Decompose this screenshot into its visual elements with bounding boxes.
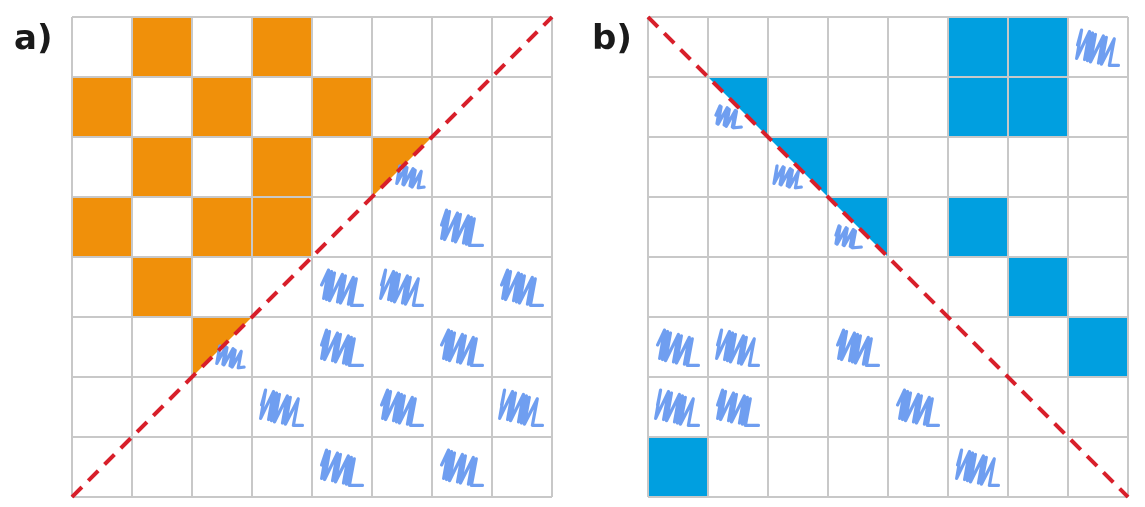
scribble-mark	[656, 328, 700, 367]
filled-cell	[948, 17, 1008, 77]
scribble-mark	[379, 268, 424, 307]
scribble-mark	[440, 448, 484, 487]
scribble-mark	[836, 328, 880, 367]
scribble-mark	[320, 448, 364, 487]
filled-cell	[1008, 77, 1068, 137]
scribble-mark	[320, 328, 364, 367]
dashed-diagonal-line	[646, 15, 1130, 499]
scribble-mark	[395, 164, 426, 190]
scribble-mark	[714, 104, 743, 130]
scribble-mark	[320, 268, 364, 307]
scribble-mark	[215, 344, 246, 370]
panel-b-grid	[646, 15, 1130, 499]
scribble-mark	[498, 388, 544, 427]
filled-cell	[72, 77, 132, 137]
filled-cell	[312, 77, 372, 137]
dashed-diagonal-line	[70, 15, 554, 499]
panel-b-label: b)	[592, 18, 632, 58]
filled-cell	[252, 137, 312, 197]
panel-a-grid	[70, 15, 554, 499]
half-filled-cell	[828, 197, 888, 257]
filled-cell	[948, 77, 1008, 137]
scribble-mark	[440, 208, 484, 247]
scribble-mark	[1075, 28, 1120, 67]
scribble-mark	[259, 388, 304, 427]
filled-cell	[192, 77, 252, 137]
scribble-mark	[380, 388, 424, 427]
filled-cell	[132, 17, 192, 77]
scribble-mark	[716, 388, 760, 427]
filled-cell	[1068, 317, 1128, 377]
filled-cell	[1008, 257, 1068, 317]
scribble-mark	[896, 388, 940, 427]
scribble-mark	[500, 268, 544, 307]
filled-cell	[648, 437, 708, 497]
scribble-mark	[834, 224, 863, 250]
scribble-mark	[654, 388, 700, 427]
filled-cell	[72, 197, 132, 257]
filled-cell	[192, 197, 252, 257]
filled-cell	[132, 137, 192, 197]
filled-cell	[1008, 17, 1068, 77]
scribble-mark	[772, 164, 803, 190]
scribble-mark	[955, 448, 1000, 487]
filled-cell	[252, 197, 312, 257]
panel-a-label: a)	[14, 18, 53, 58]
filled-cell	[948, 197, 1008, 257]
scribble-mark	[440, 328, 484, 367]
filled-cell	[252, 17, 312, 77]
scribble-mark	[715, 328, 760, 367]
filled-cell	[132, 257, 192, 317]
